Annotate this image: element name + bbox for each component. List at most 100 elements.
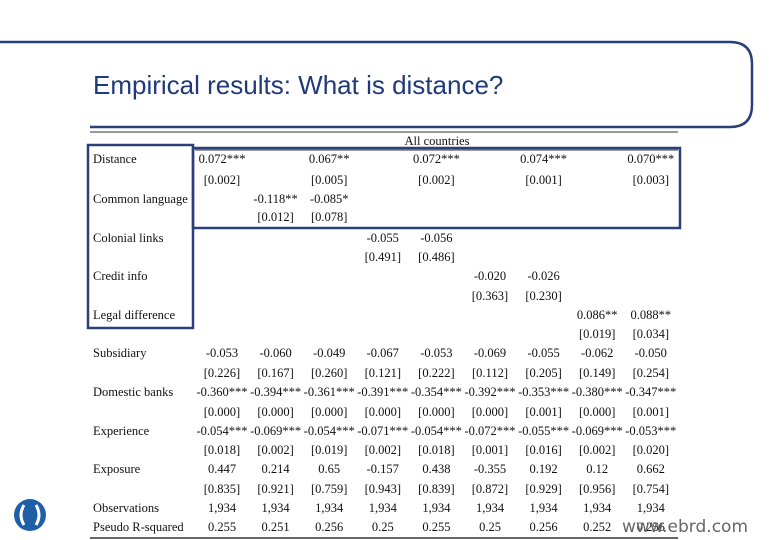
standard-error: [0.002] [365, 443, 401, 457]
standard-error: [0.019] [579, 327, 615, 341]
coefficient: -0.118** [253, 192, 297, 206]
table-header: All countries [405, 134, 470, 148]
footer-url: www.ebrd.com [622, 517, 748, 537]
coefficient: -0.054*** [411, 424, 462, 438]
row-label: Common language [93, 192, 188, 206]
row-label: Legal difference [93, 308, 175, 322]
coefficient: 0.252 [583, 520, 611, 534]
standard-error: [0.121] [365, 366, 401, 380]
coefficient: 0.25 [479, 520, 501, 534]
logo [14, 499, 46, 531]
standard-error: [0.759] [311, 482, 347, 496]
coefficient: -0.069*** [572, 424, 623, 438]
standard-error: [0.929] [525, 482, 561, 496]
coefficient: -0.049 [313, 346, 345, 360]
coefficient: -0.020 [474, 269, 506, 283]
standard-error: [0.226] [204, 366, 240, 380]
coefficient: -0.361*** [304, 385, 355, 399]
coefficient: -0.054*** [196, 424, 247, 438]
coefficient: 1,934 [262, 501, 291, 515]
coefficient: -0.353*** [518, 385, 569, 399]
standard-error: [0.260] [311, 366, 347, 380]
slide-title: Empirical results: What is distance? [93, 70, 503, 100]
standard-error: [0.005] [311, 173, 347, 187]
standard-error: [0.000] [257, 405, 293, 419]
standard-error: [0.000] [311, 405, 347, 419]
coefficient: -0.354*** [411, 385, 462, 399]
coefficient: -0.394*** [250, 385, 301, 399]
coefficient: -0.391*** [357, 385, 408, 399]
standard-error: [0.839] [418, 482, 454, 496]
coefficient: 1,934 [315, 501, 344, 515]
coefficient: -0.062 [581, 346, 613, 360]
highlight-box [191, 146, 682, 230]
coefficient: 0.072*** [199, 152, 246, 166]
coefficient: 1,934 [208, 501, 237, 515]
coefficient: 1,934 [583, 501, 612, 515]
coefficient: -0.067 [367, 346, 399, 360]
standard-error: [0.491] [365, 250, 401, 264]
coefficient: -0.053*** [625, 424, 676, 438]
standard-error: [0.002] [204, 173, 240, 187]
standard-error: [0.018] [204, 443, 240, 457]
coefficient: 0.214 [262, 462, 291, 476]
coefficient: -0.055 [527, 346, 559, 360]
coefficient: -0.055*** [518, 424, 569, 438]
standard-error: [0.002] [418, 173, 454, 187]
coefficient: -0.060 [259, 346, 291, 360]
coefficient: -0.055 [367, 231, 399, 245]
row-label: Experience [93, 424, 150, 438]
standard-error: [0.835] [204, 482, 240, 496]
coefficient: -0.050 [635, 346, 667, 360]
coefficient: -0.056 [420, 231, 452, 245]
coefficient: 0.25 [372, 520, 394, 534]
standard-error: [0.112] [472, 366, 508, 380]
coefficient: 0.255 [422, 520, 450, 534]
coefficient: 0.192 [530, 462, 558, 476]
standard-error: [0.254] [633, 366, 669, 380]
standard-error: [0.230] [525, 289, 561, 303]
row-label: Credit info [93, 269, 148, 283]
standard-error: [0.205] [525, 366, 561, 380]
standard-error: [0.943] [365, 482, 401, 496]
table-body: Distance 0.072*** 0.067** 0.072*** 0.074*** 0… [93, 152, 676, 534]
standard-error: [0.016] [525, 443, 561, 457]
coefficient: -0.157 [367, 462, 399, 476]
standard-error: [0.000] [472, 405, 508, 419]
coefficient: -0.054*** [304, 424, 355, 438]
coefficient: 0.074*** [520, 152, 567, 166]
standard-error: [0.018] [418, 443, 454, 457]
coefficient: 0.086** [577, 308, 618, 322]
coefficient: 0.256 [530, 520, 558, 534]
standard-error: [0.754] [633, 482, 669, 496]
row-label: Colonial links [93, 231, 164, 245]
row-label: Exposure [93, 462, 141, 476]
standard-error: [0.012] [257, 210, 293, 224]
coefficient: 1,934 [422, 501, 451, 515]
standard-error: [0.000] [579, 405, 615, 419]
coefficient: 0.447 [208, 462, 236, 476]
coefficient: 0.438 [422, 462, 450, 476]
highlight-box [86, 143, 195, 330]
coefficient: 0.255 [208, 520, 236, 534]
coefficient: -0.069*** [250, 424, 301, 438]
coefficient: -0.072*** [464, 424, 515, 438]
standard-error: [0.149] [579, 366, 615, 380]
standard-error: [0.000] [204, 405, 240, 419]
standard-error: [0.002] [579, 443, 615, 457]
standard-error: [0.363] [472, 289, 508, 303]
title-frame [0, 40, 754, 129]
coefficient: 1,934 [369, 501, 398, 515]
coefficient: 1,934 [476, 501, 505, 515]
standard-error: [0.222] [418, 366, 454, 380]
standard-error: [0.167] [257, 366, 293, 380]
coefficient: -0.069 [474, 346, 506, 360]
coefficient: 0.072*** [413, 152, 460, 166]
coefficient: -0.071*** [357, 424, 408, 438]
coefficient: 0.088** [630, 308, 671, 322]
standard-error: [0.000] [418, 405, 454, 419]
standard-error: [0.078] [311, 210, 347, 224]
standard-error: [0.001] [633, 405, 669, 419]
standard-error: [0.872] [472, 482, 508, 496]
